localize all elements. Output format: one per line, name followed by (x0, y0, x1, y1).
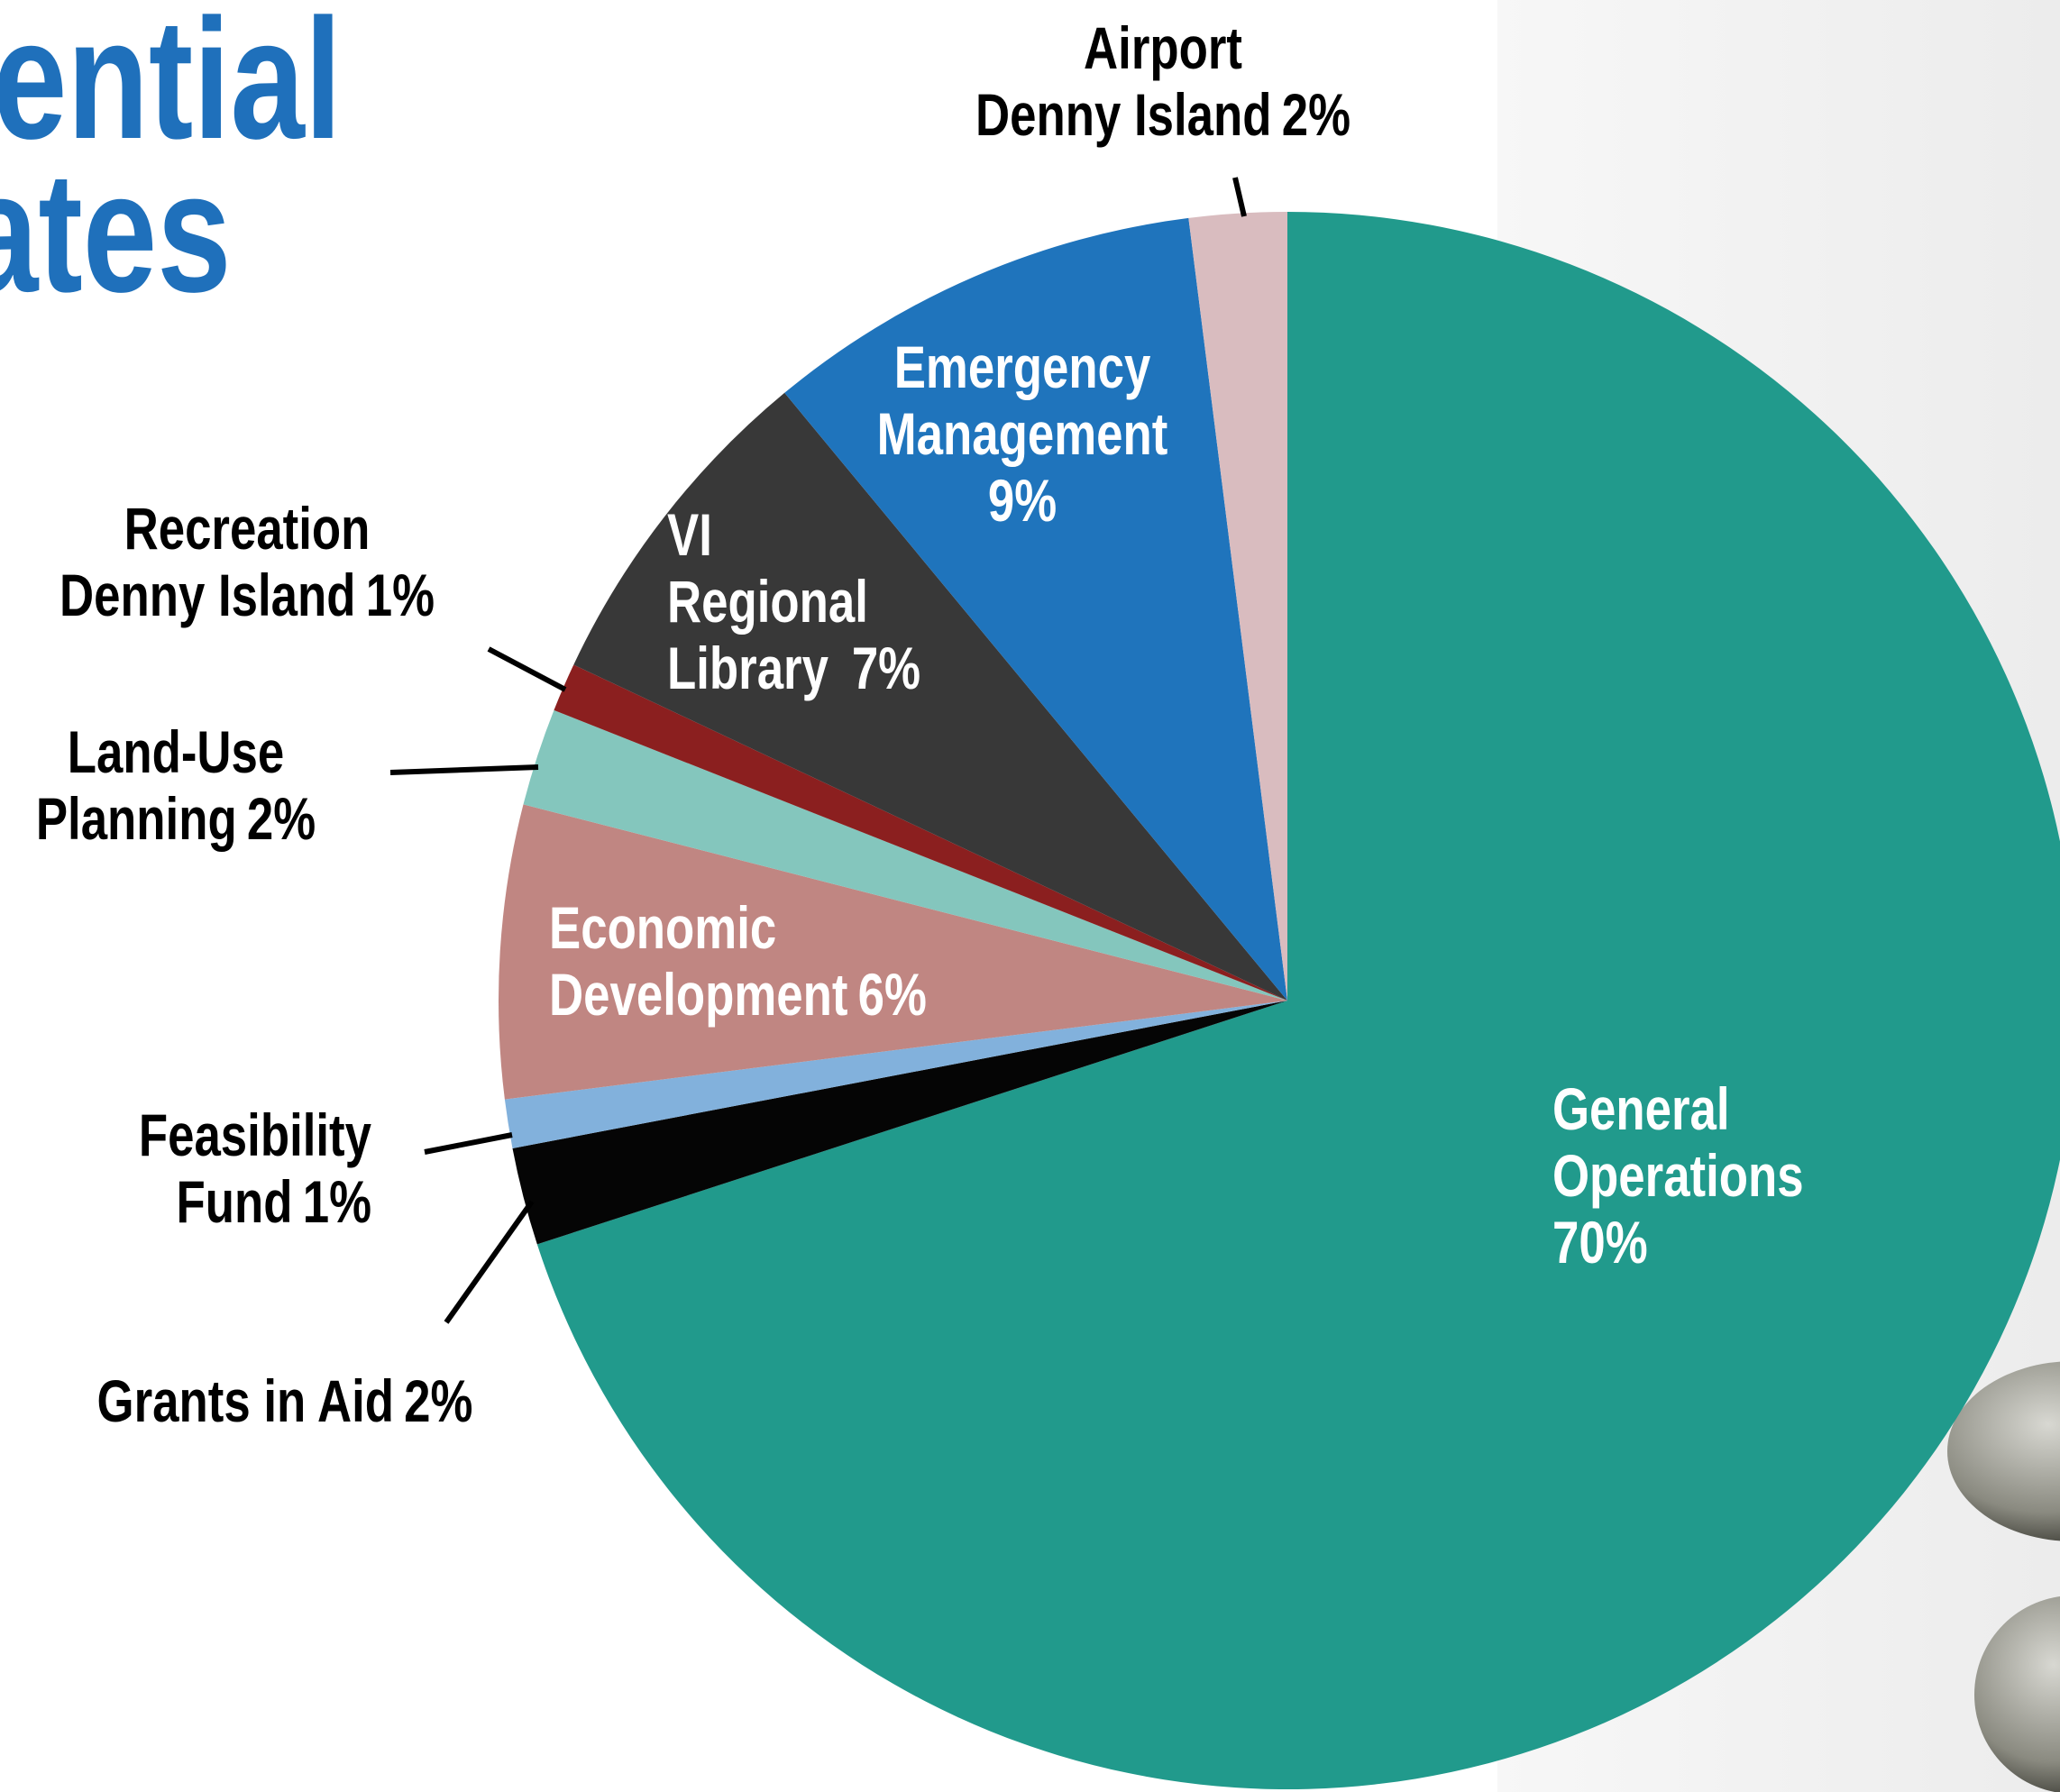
leader-lines (389, 177, 1247, 1324)
title-line: ates (0, 137, 232, 328)
category-name: Denny Island (60, 562, 356, 628)
category-name: General (1552, 1075, 1730, 1142)
category-name: Management (877, 400, 1168, 467)
category-name: Recreation (124, 495, 371, 562)
value-label: 7% (852, 635, 920, 701)
slice-label-line: Economic (549, 894, 776, 961)
pie-slice (536, 212, 2060, 1789)
slice-label: Grants in Aid 2% (97, 1367, 473, 1434)
slice-label-line: Land-Use (68, 718, 285, 785)
category-name: Planning (36, 785, 237, 852)
value-label: 2% (1282, 81, 1350, 148)
leader-line (389, 764, 539, 775)
slice-label-line: Recreation (124, 495, 371, 562)
slice-label-line: Airport (1084, 14, 1242, 81)
value-label: 70% (1552, 1209, 1648, 1275)
slice-label-line: Feasibility (139, 1102, 371, 1168)
category-name: Economic (549, 894, 776, 961)
leader-line (487, 646, 567, 692)
pie-slice (499, 804, 1287, 1100)
stone (1947, 1361, 2060, 1541)
slice-label-line: Operations (1552, 1142, 1804, 1209)
slice-label-line: Fund 1% (177, 1168, 371, 1235)
category-name: Feasibility (139, 1102, 371, 1168)
value-label: 2% (404, 1367, 472, 1434)
category-name: Land-Use (68, 718, 285, 785)
pie-slice (523, 709, 1287, 1001)
pie-slice (554, 664, 1287, 1001)
category-name: Operations (1552, 1142, 1804, 1209)
value-label: 1% (366, 562, 435, 628)
slice-label-line: Development 6% (549, 961, 927, 1028)
title-line: ential (0, 0, 342, 175)
slice-label-line: Management (877, 400, 1168, 467)
category-name: Airport (1084, 14, 1242, 81)
pie-slice (1188, 212, 1287, 1001)
category-name: Emergency (894, 334, 1151, 400)
title: entialates (0, 0, 342, 328)
slice-label-line: Planning 2% (36, 785, 316, 852)
value-label: 2% (247, 785, 316, 852)
category-name: Regional (667, 568, 868, 635)
pie-slice (512, 1001, 1287, 1245)
category-name: Library (667, 635, 842, 701)
slice-label-line: VI (667, 501, 712, 568)
slice-label-line: Denny Island 2% (975, 81, 1350, 148)
slice-label-line: Regional (667, 568, 868, 635)
category-name: Grants in Aid (97, 1367, 394, 1434)
slice-label-line: Library 7% (667, 635, 920, 701)
slice-label-line: Grants in Aid 2% (97, 1367, 473, 1434)
pie-slice (784, 217, 1287, 1001)
pie-slice (504, 1001, 1287, 1148)
slice-label-line: Denny Island 1% (60, 562, 435, 628)
leader-line (424, 1132, 513, 1155)
pie (499, 212, 2060, 1789)
category-name: VI (667, 501, 712, 568)
leader-line (1232, 177, 1247, 217)
category-name: Fund (177, 1168, 293, 1235)
slice-label-line: Emergency (894, 334, 1151, 400)
leader-line (444, 1200, 535, 1324)
value-label: 6% (858, 961, 927, 1028)
stone (1974, 1596, 2060, 1792)
chart-title: ential (0, 0, 342, 175)
pie-slice (573, 392, 1287, 1001)
slice-label-line: General (1552, 1075, 1730, 1142)
value-label: 1% (303, 1168, 371, 1235)
category-name: Denny Island (975, 81, 1272, 148)
category-name: Development (549, 961, 848, 1028)
value-label: 9% (988, 467, 1057, 534)
chart-title: ates (0, 137, 232, 328)
